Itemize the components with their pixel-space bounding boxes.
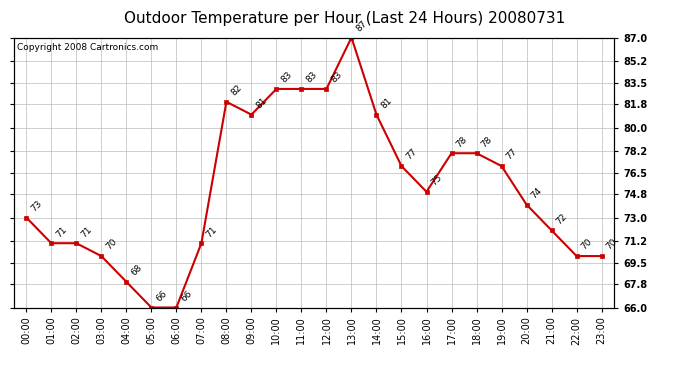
Text: 66: 66 [154, 289, 168, 303]
Text: 82: 82 [229, 83, 244, 98]
Text: 70: 70 [580, 237, 594, 252]
Text: 78: 78 [454, 135, 469, 149]
Text: 83: 83 [304, 70, 319, 85]
Text: 78: 78 [480, 135, 494, 149]
Text: 70: 70 [104, 237, 119, 252]
Text: 74: 74 [529, 186, 544, 201]
Text: 71: 71 [79, 225, 94, 239]
Text: 68: 68 [129, 263, 144, 278]
Text: 72: 72 [554, 212, 569, 226]
Text: 71: 71 [54, 225, 68, 239]
Text: 75: 75 [429, 173, 444, 188]
Text: 70: 70 [604, 237, 619, 252]
Text: 83: 83 [279, 70, 294, 85]
Text: 73: 73 [29, 199, 43, 213]
Text: 83: 83 [329, 70, 344, 85]
Text: 81: 81 [380, 96, 394, 111]
Text: 87: 87 [354, 19, 368, 33]
Text: 77: 77 [504, 147, 519, 162]
Text: Outdoor Temperature per Hour (Last 24 Hours) 20080731: Outdoor Temperature per Hour (Last 24 Ho… [124, 11, 566, 26]
Text: 66: 66 [179, 289, 194, 303]
Text: 71: 71 [204, 225, 219, 239]
Text: 81: 81 [254, 96, 268, 111]
Text: 77: 77 [404, 147, 419, 162]
Text: Copyright 2008 Cartronics.com: Copyright 2008 Cartronics.com [17, 43, 158, 52]
